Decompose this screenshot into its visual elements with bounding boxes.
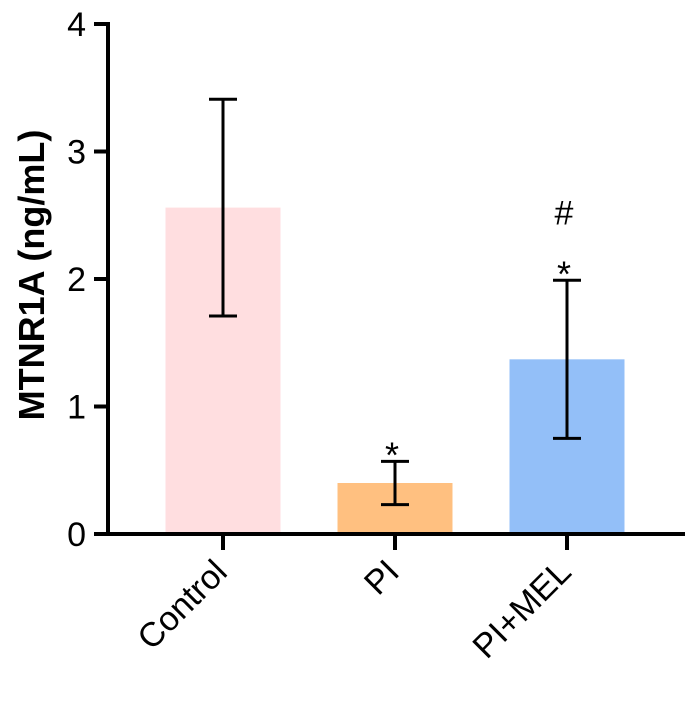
y-tick-label: 0	[67, 516, 86, 554]
y-tick-label: 3	[67, 134, 86, 172]
x-tick-label: Control	[130, 553, 234, 657]
significance-marker: *	[385, 434, 399, 475]
y-tick-label: 4	[67, 6, 86, 44]
y-tick-label: 2	[67, 261, 86, 299]
y-axis-label: MTNR1A (ng/mL)	[11, 130, 52, 421]
x-tick-label: PI	[357, 553, 407, 603]
x-tick-label: PI+MEL	[466, 553, 579, 666]
significance-marker: *	[557, 253, 571, 294]
significance-marker: #	[555, 194, 574, 232]
y-tick-label: 1	[67, 389, 86, 427]
